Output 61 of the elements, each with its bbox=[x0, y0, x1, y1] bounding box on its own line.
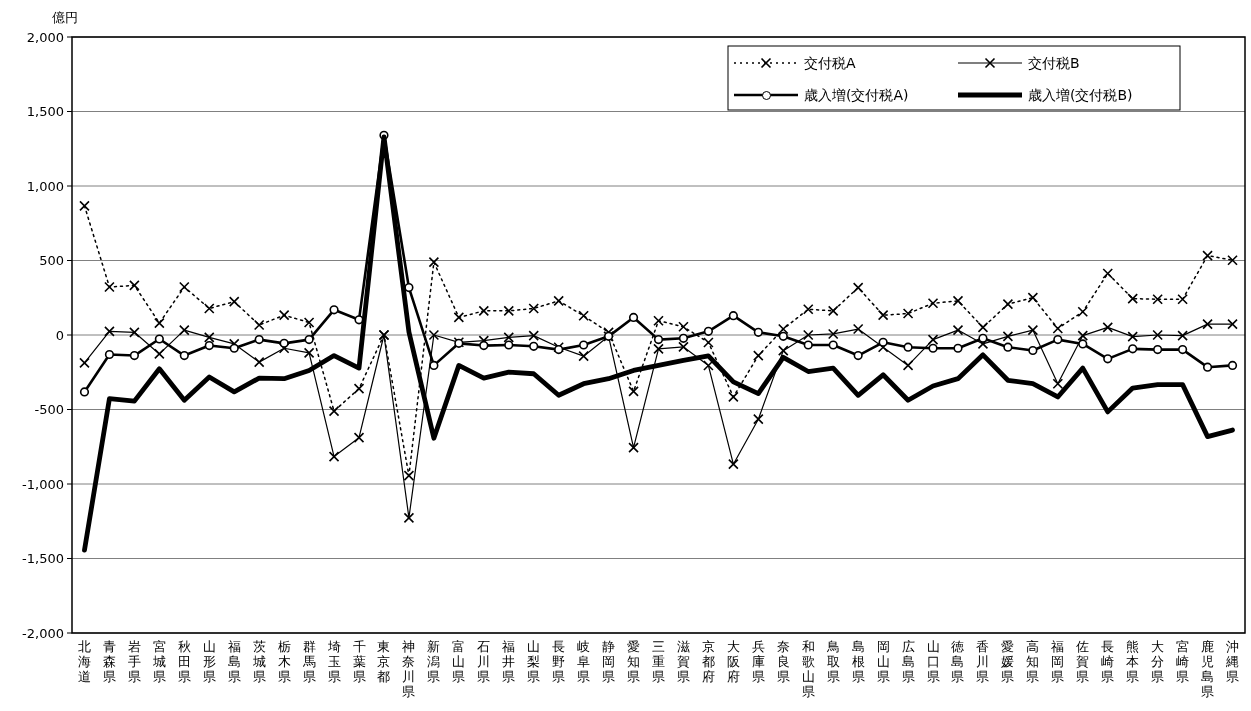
x-tick-label: 神奈川県 bbox=[402, 639, 416, 699]
x-tick-label: 山梨県 bbox=[527, 639, 541, 684]
x-tick-label: 香川県 bbox=[976, 639, 990, 684]
x-tick-label: 大阪府 bbox=[726, 639, 740, 684]
x-tick-label: 京都府 bbox=[701, 639, 715, 684]
x-tick-label: 奈良県 bbox=[776, 639, 790, 684]
x-tick-label: 三重県 bbox=[652, 639, 665, 684]
x-tick-label: 群馬県 bbox=[301, 639, 316, 684]
y-tick-label: -500 bbox=[34, 402, 64, 418]
legend-label: 歳入増(交付税B) bbox=[1028, 87, 1133, 103]
x-tick-label: 福島県 bbox=[227, 639, 241, 684]
x-tick-label: 東京都 bbox=[377, 639, 391, 684]
legend-label: 交付税A bbox=[804, 55, 856, 71]
y-tick-label: -2,000 bbox=[22, 625, 64, 641]
x-tick-label: 千葉県 bbox=[352, 639, 366, 684]
x-tick-label: 岡山県 bbox=[876, 639, 890, 684]
x-tick-label: 福岡県 bbox=[1051, 639, 1065, 684]
x-tick-label: 岩手県 bbox=[127, 639, 141, 684]
x-tick-label: 長崎県 bbox=[1101, 639, 1115, 684]
y-tick-label: -1,000 bbox=[22, 476, 64, 492]
y-axis-title: 億円 bbox=[52, 10, 78, 25]
x-tick-label: 山形県 bbox=[202, 639, 216, 684]
x-tick-label: 福井県 bbox=[502, 639, 516, 684]
x-tick-label: 長野県 bbox=[552, 639, 566, 684]
x-tick-label: 愛知県 bbox=[627, 639, 641, 684]
x-tick-label: 富山県 bbox=[452, 639, 466, 684]
x-tick-label: 佐賀県 bbox=[1076, 639, 1090, 684]
x-tick-label: 和歌山県 bbox=[801, 639, 815, 699]
legend-label: 交付税B bbox=[1028, 55, 1080, 71]
x-tick-label: 滋賀県 bbox=[676, 639, 690, 684]
x-tick-label: 愛媛県 bbox=[1001, 639, 1015, 684]
legend-label: 歳入増(交付税A) bbox=[804, 87, 909, 103]
x-tick-label: 沖縄県 bbox=[1225, 639, 1240, 684]
y-tick-label: 1,500 bbox=[26, 104, 64, 120]
y-tick-label: -1,500 bbox=[22, 551, 64, 567]
x-tick-label: 鹿児島県 bbox=[1201, 639, 1215, 699]
x-tick-label: 大分県 bbox=[1151, 639, 1165, 684]
x-tick-label: 徳島県 bbox=[951, 639, 965, 684]
x-tick-label: 青森県 bbox=[102, 639, 116, 684]
y-tick-label: 1,000 bbox=[26, 178, 64, 194]
x-tick-label: 熊本県 bbox=[1126, 639, 1140, 684]
x-tick-label: 島根県 bbox=[851, 639, 865, 684]
x-tick-label: 岐阜県 bbox=[577, 639, 591, 684]
y-tick-label: 500 bbox=[39, 253, 64, 269]
x-tick-label: 鳥取県 bbox=[825, 639, 840, 684]
x-tick-label: 宮崎県 bbox=[1176, 639, 1190, 684]
x-tick-label: 石川県 bbox=[477, 639, 491, 684]
x-tick-label: 埼玉県 bbox=[326, 639, 341, 684]
x-tick-label: 茨城県 bbox=[251, 639, 266, 684]
x-tick-label: 兵庫県 bbox=[751, 639, 765, 684]
x-tick-label: 静岡県 bbox=[602, 639, 616, 684]
x-tick-label: 栃木県 bbox=[277, 639, 291, 684]
x-tick-label: 高知県 bbox=[1026, 639, 1040, 684]
y-tick-label: 2,000 bbox=[26, 29, 64, 45]
x-tick-label: 新潟県 bbox=[427, 639, 441, 684]
x-tick-label: 広島県 bbox=[901, 639, 915, 684]
x-tick-label: 山口県 bbox=[926, 639, 940, 684]
x-tick-label: 秋田県 bbox=[177, 639, 191, 684]
x-tick-label: 北海道 bbox=[77, 639, 91, 684]
x-tick-label: 宮城県 bbox=[151, 639, 166, 684]
y-tick-label: 0 bbox=[55, 327, 64, 343]
